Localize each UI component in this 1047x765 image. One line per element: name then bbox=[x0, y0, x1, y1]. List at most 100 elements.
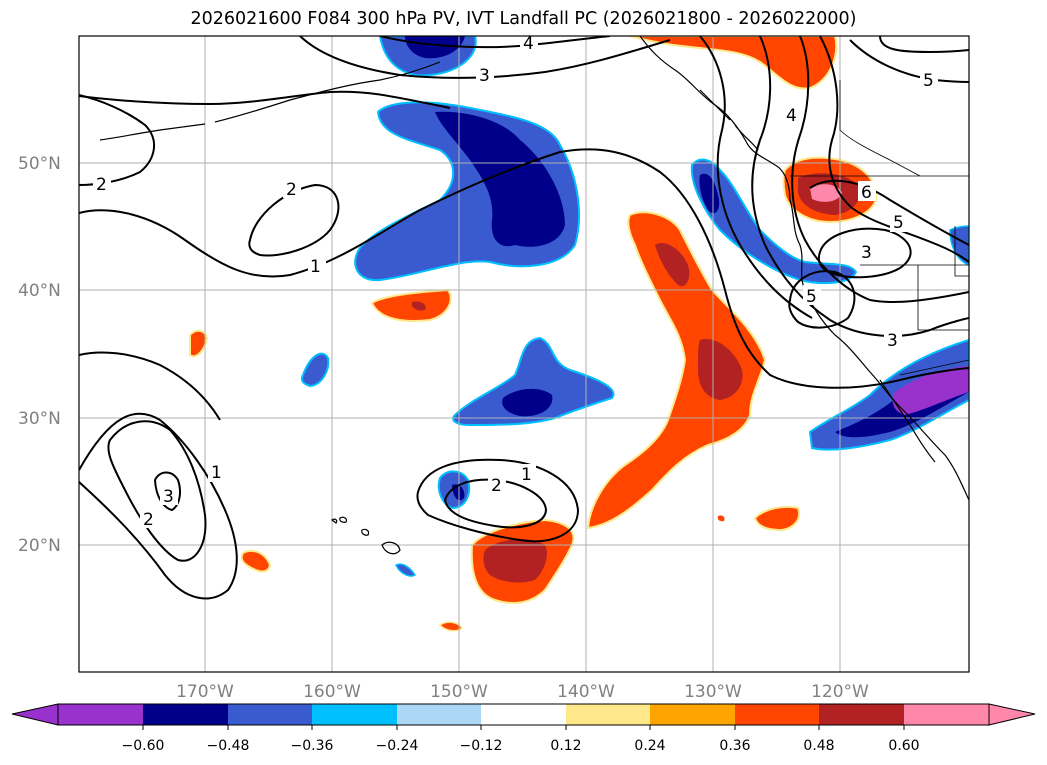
contour-label: 4 bbox=[523, 34, 534, 54]
pos-core-ne-pacific-band-north bbox=[655, 242, 690, 287]
baja-peninsula bbox=[879, 379, 936, 463]
contour-label: 5 bbox=[923, 71, 934, 91]
contour-west-edge bbox=[79, 351, 221, 421]
pos-tiny-east bbox=[717, 515, 725, 522]
chart-title: 2026021600 F084 300 hPa PV, IVT Landfall… bbox=[190, 9, 857, 29]
contour-label: 1 bbox=[521, 465, 532, 485]
contour-2-north bbox=[79, 90, 451, 109]
map-frame bbox=[78, 35, 970, 673]
lon-label: 130°W bbox=[684, 682, 742, 702]
contour-label: 3 bbox=[479, 66, 490, 86]
pos-region-west-pacific bbox=[370, 288, 452, 323]
contour-ring-1 bbox=[699, 36, 813, 319]
pos-core-hawaii-east bbox=[483, 538, 547, 583]
contour-label: 4 bbox=[786, 106, 797, 126]
contour-labels: 2 2 1 4 3 5 4 6 5 3 5 3 1 2 bbox=[93, 34, 938, 530]
contour-1-main bbox=[79, 148, 969, 389]
colorbar-segment bbox=[904, 704, 989, 725]
contour-ring-2 bbox=[751, 36, 969, 337]
colorbar-tick-label: 0.48 bbox=[803, 738, 834, 754]
pos-region-top-center bbox=[629, 36, 838, 90]
contour-2-southwest bbox=[107, 420, 207, 562]
contour-ring-6 bbox=[879, 36, 969, 54]
contour-label: 5 bbox=[893, 213, 904, 233]
colorbar-tick-label: −0.60 bbox=[122, 738, 165, 754]
pos-small-west-b bbox=[240, 549, 272, 573]
colorbar-tick-label: −0.36 bbox=[291, 738, 334, 754]
contour-2-hawaii bbox=[443, 478, 548, 529]
neg-core-central bbox=[502, 388, 553, 417]
colorbar-segment bbox=[143, 704, 228, 725]
colorbar-segment bbox=[312, 704, 397, 725]
state-border-c bbox=[954, 226, 969, 277]
neg-region-pnw-coast bbox=[690, 158, 858, 285]
alaska-canada-border bbox=[839, 80, 921, 177]
contour-ring-4 bbox=[819, 36, 969, 263]
negative-pv-regions bbox=[300, 36, 969, 577]
contour-label: 3 bbox=[163, 487, 174, 507]
lon-labels: 170°W 160°W 150°W 140°W 130°W 120°W bbox=[176, 682, 869, 702]
contour-4-north bbox=[379, 36, 611, 49]
neg-extreme-baja bbox=[892, 366, 969, 415]
contour-5-loop-east bbox=[788, 270, 856, 329]
alaska-panhandle-islands bbox=[699, 89, 759, 151]
pos-core-ne-pacific-band-south bbox=[698, 339, 743, 400]
contour-label: 2 bbox=[491, 476, 502, 496]
colorbar-tick-label: 0.36 bbox=[719, 738, 750, 754]
colorbar: −0.60 −0.48 −0.36 −0.24 −0.12 0.12 0.24 … bbox=[11, 703, 1036, 754]
lat-label: 20°N bbox=[18, 536, 61, 556]
colorbar-segment bbox=[566, 704, 650, 725]
colorbar-tick-label: −0.12 bbox=[460, 738, 503, 754]
colorbar-tick-label: −0.48 bbox=[207, 738, 250, 754]
colorbar-extend-min bbox=[11, 703, 59, 726]
hawaii-oahu bbox=[339, 516, 348, 523]
map-area: 2 2 1 4 3 5 4 6 5 3 5 3 1 2 bbox=[79, 34, 969, 672]
borders bbox=[790, 80, 969, 376]
colorbar-tick-label: 0.24 bbox=[634, 738, 665, 754]
lat-label: 30°N bbox=[18, 409, 61, 429]
aleutian-west bbox=[99, 123, 206, 141]
neg-small-west bbox=[300, 352, 330, 388]
state-border-b bbox=[917, 265, 969, 331]
lat-label: 50°N bbox=[18, 154, 61, 174]
colorbar-segment bbox=[819, 704, 904, 725]
neg-core-pnw-coast bbox=[699, 173, 720, 214]
colorbar-segment bbox=[650, 704, 735, 725]
lon-label: 150°W bbox=[430, 682, 488, 702]
contour-label: 5 bbox=[806, 287, 817, 307]
hawaii-maui bbox=[361, 528, 370, 536]
pos-core-west-pacific bbox=[411, 301, 426, 311]
pos-extreme-nw-coast bbox=[810, 184, 842, 202]
lon-label: 120°W bbox=[811, 682, 869, 702]
lon-label: 160°W bbox=[303, 682, 361, 702]
neg-core-north-top bbox=[405, 36, 465, 59]
contour-ring-3 bbox=[791, 36, 969, 304]
neg-region-central bbox=[452, 336, 615, 427]
contour-3-loop-east bbox=[817, 227, 912, 279]
hawaii-big-island bbox=[381, 541, 401, 555]
neg-small-island bbox=[395, 563, 417, 577]
colorbar-segment bbox=[228, 704, 312, 725]
contour-1-southwest bbox=[79, 412, 238, 600]
hawaii-kauai bbox=[330, 518, 338, 524]
colorbar-segment bbox=[397, 704, 481, 725]
colorbar-segment bbox=[481, 704, 566, 725]
colorbar-ticks bbox=[142, 725, 905, 730]
contour-label: 2 bbox=[96, 175, 107, 195]
coastlines bbox=[99, 36, 969, 555]
colorbar-segment bbox=[735, 704, 819, 725]
contour-1-hawaii bbox=[416, 458, 580, 543]
alaska-coast bbox=[639, 36, 791, 201]
pos-small-east bbox=[753, 505, 801, 532]
colorbar-tick-label: 0.12 bbox=[550, 738, 581, 754]
gridlines bbox=[79, 36, 969, 672]
contour-label: 3 bbox=[861, 243, 872, 263]
contour-label: 6 bbox=[861, 183, 872, 203]
contour-label: 2 bbox=[286, 180, 297, 200]
neg-core-north-pacific bbox=[435, 111, 565, 247]
colorbar-segment bbox=[58, 704, 143, 725]
contour-label: 2 bbox=[143, 510, 154, 530]
lon-label: 170°W bbox=[176, 682, 234, 702]
pos-tiny-south bbox=[438, 621, 463, 632]
